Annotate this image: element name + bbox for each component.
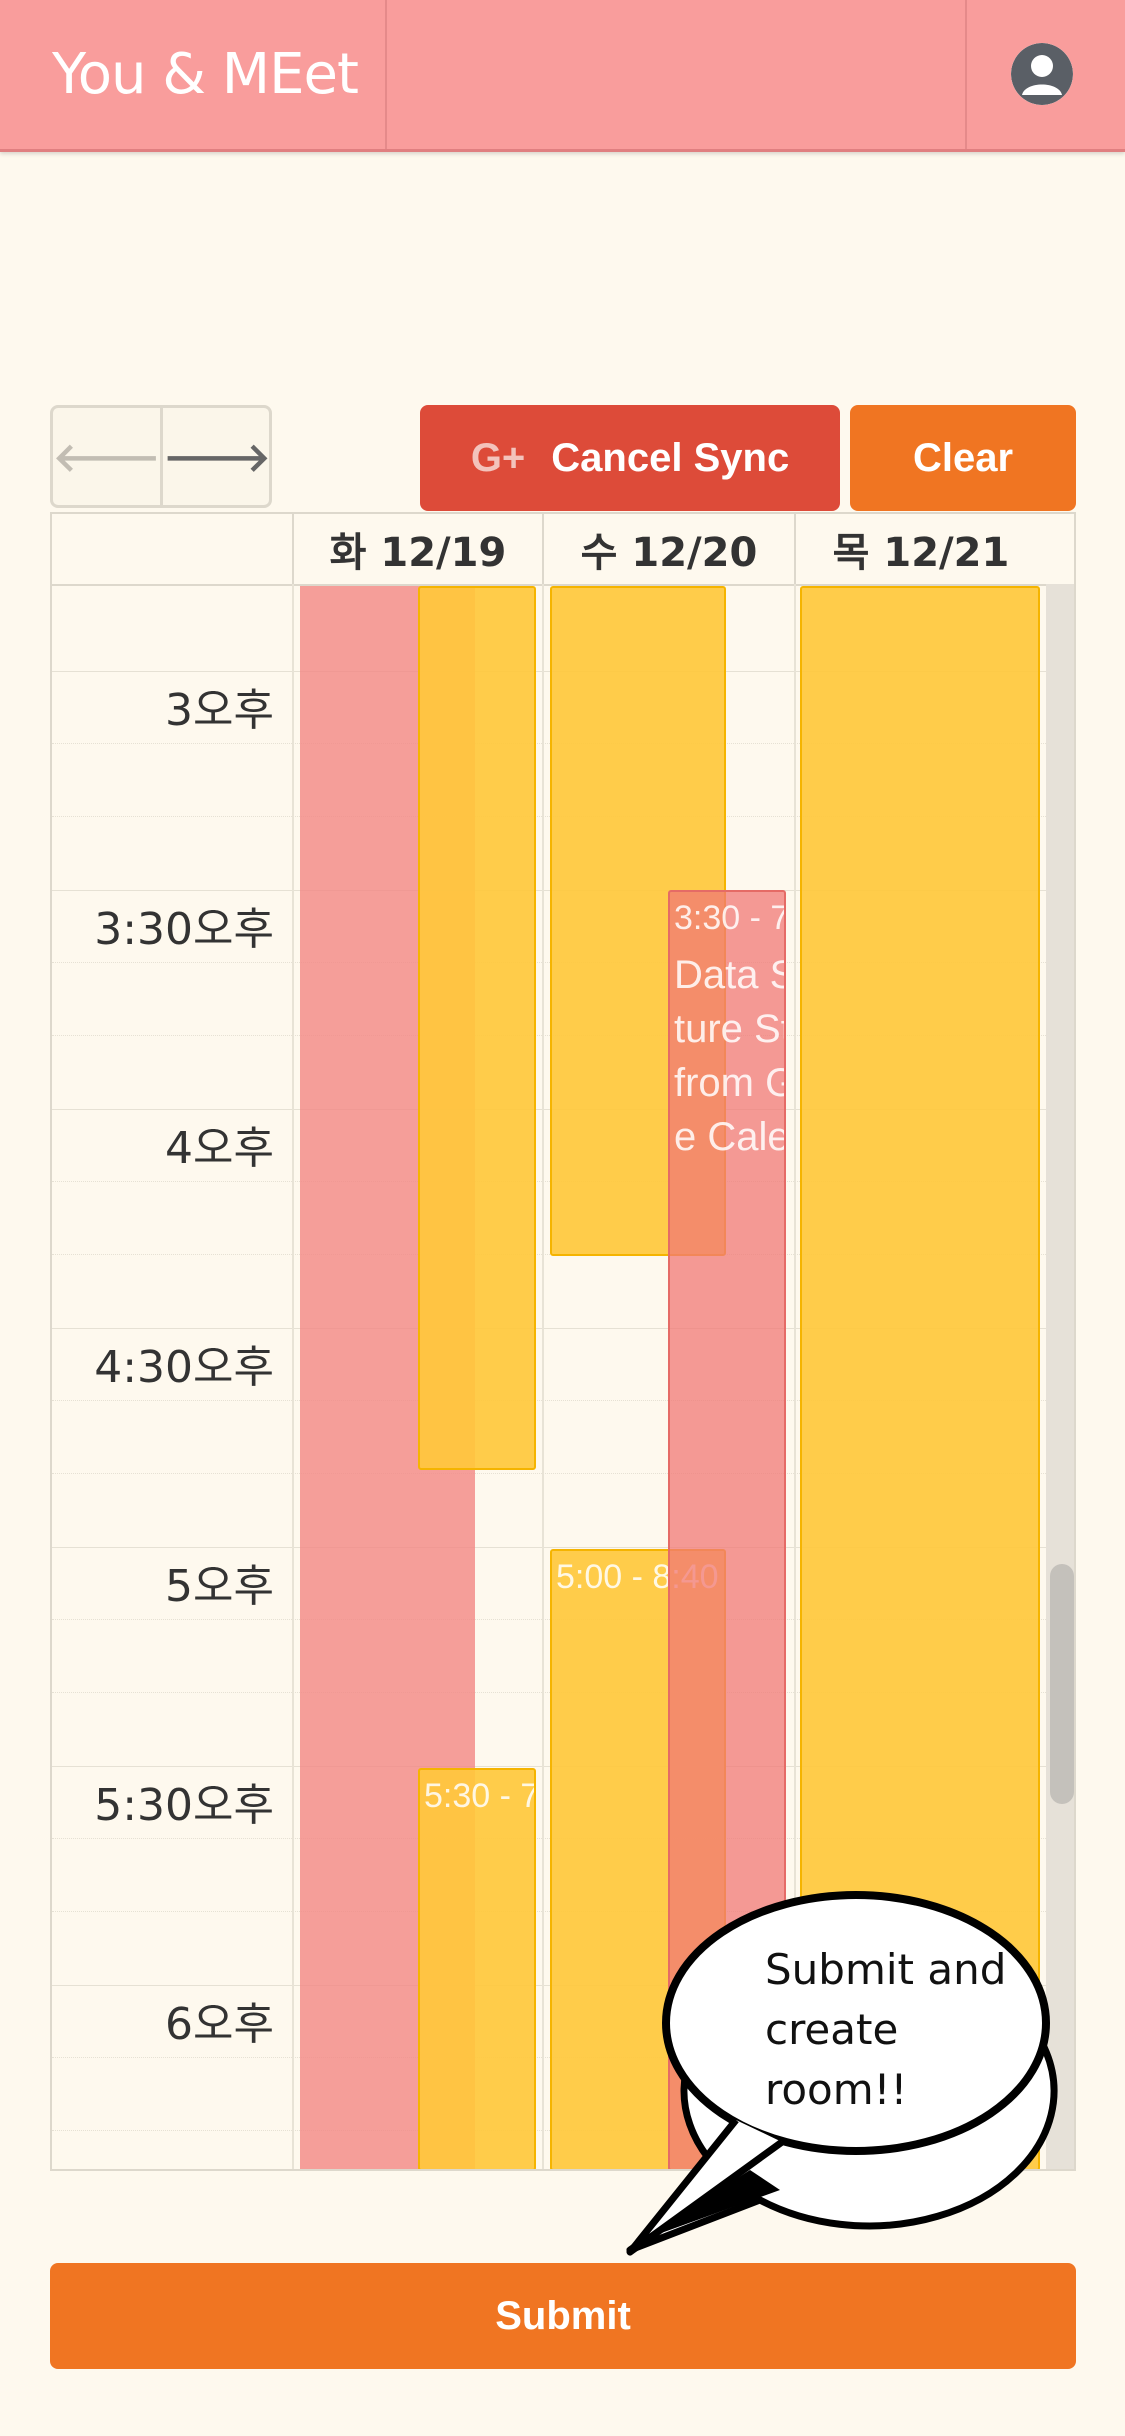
time-label: 4오후 [165,1123,274,1174]
time-label: 5:30오후 [94,1780,274,1831]
header-divider [965,0,967,149]
arrow-right-icon: 🡒 [163,435,271,481]
time-label: 3:30오후 [94,904,274,955]
header-divider-line [52,584,1074,586]
grid-line [52,1473,1048,1474]
time-label: 4:30오후 [94,1342,274,1393]
grid-line [52,1328,1048,1329]
time-label: 3오후 [165,685,274,736]
day-header-tue: 화 12/19 [292,514,542,584]
day-header-wed: 수 12/20 [542,514,794,584]
day-column-divider [542,584,544,2169]
cancel-sync-label: Cancel Sync [551,435,790,480]
brand-logo[interactable]: You & MEet [0,0,387,149]
user-avatar-icon[interactable] [1011,43,1073,105]
event-title: Data Structure Study from Google Calenda… [674,953,786,1159]
next-week-button[interactable]: 🡒 [163,408,270,505]
calendar-scrollbar[interactable] [1046,584,1074,2169]
cancel-sync-button[interactable]: G+ Cancel Sync [420,405,840,511]
speech-bubble-icon [626,1891,1058,2256]
week-nav-group: 🡐 🡒 [50,405,272,508]
calendar-scrollbar-thumb[interactable] [1050,1564,1074,1804]
day-column-divider [292,584,294,2169]
event-time: 5:30 - 7 [424,1777,536,1815]
grid-line [52,1400,1048,1401]
grid-line [52,1547,1048,1548]
arrow-left-icon: 🡐 [53,435,161,481]
clear-button[interactable]: Clear [850,405,1076,511]
time-label: 6오후 [165,1999,274,2050]
available-block-tue-afternoon[interactable] [418,586,536,1470]
time-label: 5오후 [165,1561,274,1612]
prev-week-button[interactable]: 🡐 [53,408,164,505]
app-header: You & MEet [0,0,1125,152]
day-header-thu: 목 12/21 [794,514,1046,584]
google-plus-icon: G+ [470,435,526,480]
event-time: 3:30 - 7 [674,899,786,937]
speech-bubble-text: Submit and create room!! [765,1945,1007,2114]
available-block-tue-evening[interactable]: 5:30 - 7 [418,1768,536,2169]
day-column-divider [794,584,796,2169]
submit-button[interactable]: Submit [50,2263,1076,2369]
